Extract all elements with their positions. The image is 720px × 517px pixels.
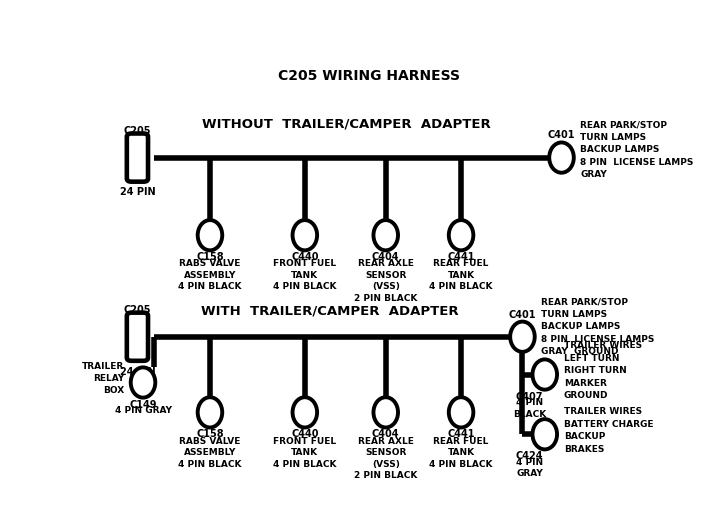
Text: TRAILER WIRES
BATTERY CHARGE
BACKUP
BRAKES: TRAILER WIRES BATTERY CHARGE BACKUP BRAK…: [564, 407, 653, 453]
Text: WITH  TRAILER/CAMPER  ADAPTER: WITH TRAILER/CAMPER ADAPTER: [201, 305, 459, 317]
Ellipse shape: [533, 359, 557, 390]
Ellipse shape: [198, 220, 222, 250]
Text: C441: C441: [447, 430, 474, 439]
Text: C440: C440: [291, 430, 318, 439]
Text: C407: C407: [516, 392, 544, 402]
Text: C404: C404: [372, 430, 400, 439]
Text: C404: C404: [372, 252, 400, 262]
Text: FRONT FUEL
TANK
4 PIN BLACK: FRONT FUEL TANK 4 PIN BLACK: [273, 260, 336, 292]
FancyBboxPatch shape: [127, 313, 148, 361]
Text: 4 PIN GRAY: 4 PIN GRAY: [114, 406, 171, 415]
Text: C401: C401: [509, 310, 536, 320]
FancyBboxPatch shape: [127, 133, 148, 181]
Text: C401: C401: [548, 130, 575, 141]
Text: REAR PARK/STOP
TURN LAMPS
BACKUP LAMPS
8 PIN  LICENSE LAMPS
GRAY: REAR PARK/STOP TURN LAMPS BACKUP LAMPS 8…: [580, 120, 694, 179]
Text: TRAILER WIRES
LEFT TURN
RIGHT TURN
MARKER
GROUND: TRAILER WIRES LEFT TURN RIGHT TURN MARKE…: [564, 341, 642, 400]
Ellipse shape: [292, 397, 317, 428]
Ellipse shape: [198, 397, 222, 428]
Text: C441: C441: [447, 252, 474, 262]
Text: REAR FUEL
TANK
4 PIN BLACK: REAR FUEL TANK 4 PIN BLACK: [429, 437, 492, 468]
Text: RABS VALVE
ASSEMBLY
4 PIN BLACK: RABS VALVE ASSEMBLY 4 PIN BLACK: [179, 260, 242, 292]
Text: FRONT FUEL
TANK
4 PIN BLACK: FRONT FUEL TANK 4 PIN BLACK: [273, 437, 336, 468]
Text: C440: C440: [291, 252, 318, 262]
Text: 4 PIN
GRAY: 4 PIN GRAY: [516, 458, 544, 478]
Ellipse shape: [374, 220, 398, 250]
Ellipse shape: [533, 419, 557, 449]
Ellipse shape: [549, 143, 574, 173]
Ellipse shape: [131, 368, 156, 398]
Text: C205 WIRING HARNESS: C205 WIRING HARNESS: [278, 69, 460, 83]
Ellipse shape: [292, 220, 317, 250]
Text: REAR AXLE
SENSOR
(VSS)
2 PIN BLACK: REAR AXLE SENSOR (VSS) 2 PIN BLACK: [354, 260, 418, 303]
Text: C158: C158: [196, 252, 224, 262]
Ellipse shape: [449, 397, 473, 428]
Text: RABS VALVE
ASSEMBLY
4 PIN BLACK: RABS VALVE ASSEMBLY 4 PIN BLACK: [179, 437, 242, 468]
Text: REAR FUEL
TANK
4 PIN BLACK: REAR FUEL TANK 4 PIN BLACK: [429, 260, 492, 292]
Text: 24 PIN: 24 PIN: [120, 367, 156, 376]
Ellipse shape: [510, 322, 535, 352]
Text: C205: C205: [124, 126, 151, 135]
Text: C158: C158: [196, 430, 224, 439]
Text: 4 PIN
BLACK: 4 PIN BLACK: [513, 399, 546, 419]
Text: REAR AXLE
SENSOR
(VSS)
2 PIN BLACK: REAR AXLE SENSOR (VSS) 2 PIN BLACK: [354, 437, 418, 480]
Text: REAR PARK/STOP
TURN LAMPS
BACKUP LAMPS
8 PIN  LICENSE LAMPS
GRAY  GROUND: REAR PARK/STOP TURN LAMPS BACKUP LAMPS 8…: [541, 297, 654, 356]
Ellipse shape: [374, 397, 398, 428]
Text: TRAILER
RELAY
BOX: TRAILER RELAY BOX: [82, 362, 124, 395]
Text: WITHOUT  TRAILER/CAMPER  ADAPTER: WITHOUT TRAILER/CAMPER ADAPTER: [202, 117, 491, 130]
Text: C424: C424: [516, 451, 544, 461]
Text: 24 PIN: 24 PIN: [120, 188, 156, 197]
Text: C149: C149: [130, 400, 157, 409]
Ellipse shape: [449, 220, 473, 250]
Text: C205: C205: [124, 305, 151, 315]
